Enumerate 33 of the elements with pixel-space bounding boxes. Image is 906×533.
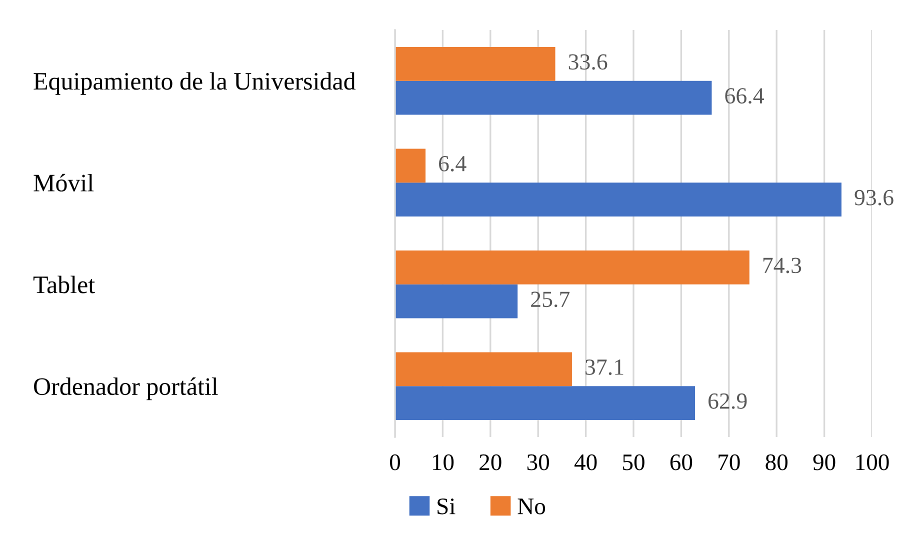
data-label: 33.6 (568, 54, 608, 70)
data-label: 93.6 (854, 190, 894, 206)
x-tick-label: 70 (718, 454, 740, 470)
data-label: 37.1 (586, 360, 624, 376)
bar (395, 386, 696, 420)
data-label: 25.7 (531, 292, 570, 308)
data-label: 6.4 (439, 156, 466, 172)
data-label: 66.4 (725, 88, 764, 104)
y-tick-label: Ordenador portátil (34, 377, 218, 400)
x-tick-label: 60 (670, 454, 692, 470)
bar (395, 46, 556, 81)
x-tick-label: 100 (856, 454, 889, 470)
bar (395, 80, 712, 115)
data-label: 62.9 (708, 393, 747, 409)
legend-label: No (518, 498, 546, 514)
y-tick-label: Tablet (33, 276, 95, 294)
legend-label: Si (438, 498, 456, 514)
x-tick-label: 80 (766, 454, 788, 470)
y-tick-label: Móvil (34, 174, 94, 192)
x-tick-label: 30 (527, 454, 550, 470)
bar (395, 250, 750, 284)
x-tick-label: 50 (623, 454, 644, 470)
data-label: 74.3 (763, 258, 802, 274)
x-tick-label: 0 (390, 454, 400, 470)
bar (395, 352, 572, 386)
y-tick-label: Equipamiento de la Universidad (34, 72, 356, 95)
x-tick-label: 20 (480, 454, 502, 470)
bar (395, 284, 518, 318)
x-tick-label: 40 (574, 454, 597, 470)
bar (395, 148, 426, 183)
x-tick-label: 90 (813, 454, 836, 470)
x-tick-label: 10 (432, 454, 454, 470)
bar (395, 182, 842, 217)
